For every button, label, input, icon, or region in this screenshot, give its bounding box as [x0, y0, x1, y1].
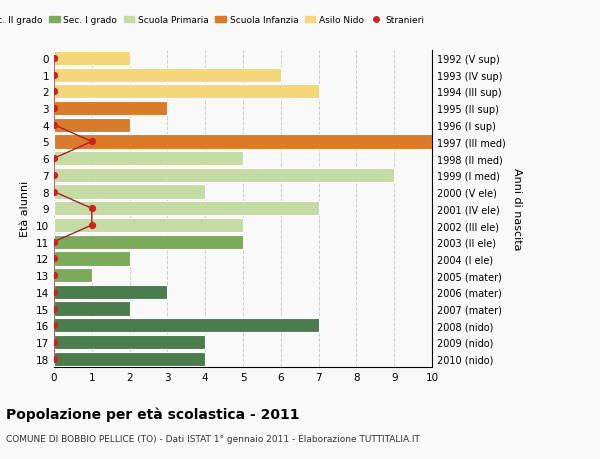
Bar	[54, 302, 130, 316]
Text: COMUNE DI BOBBIO PELLICE (TO) - Dati ISTAT 1° gennaio 2011 - Elaborazione TUTTIT: COMUNE DI BOBBIO PELLICE (TO) - Dati IST…	[6, 434, 420, 443]
Point	[87, 205, 97, 213]
Point	[49, 172, 59, 179]
Point	[49, 322, 59, 329]
Point	[49, 189, 59, 196]
Bar	[54, 85, 319, 99]
Point	[49, 89, 59, 96]
Legend: Sec. II grado, Sec. I grado, Scuola Primaria, Scuola Infanzia, Asilo Nido, Stran: Sec. II grado, Sec. I grado, Scuola Prim…	[0, 12, 427, 28]
Point	[49, 272, 59, 279]
Point	[49, 355, 59, 363]
Bar	[54, 352, 205, 366]
Bar	[54, 235, 243, 249]
Bar	[54, 152, 243, 166]
Bar	[54, 52, 130, 66]
Point	[49, 239, 59, 246]
Point	[49, 122, 59, 129]
Y-axis label: Anni di nascita: Anni di nascita	[512, 168, 522, 250]
Point	[49, 339, 59, 346]
Point	[87, 139, 97, 146]
Point	[87, 222, 97, 229]
Bar	[54, 269, 92, 283]
Point	[49, 289, 59, 296]
Bar	[54, 202, 319, 216]
Bar	[54, 68, 281, 83]
Point	[49, 305, 59, 313]
Bar	[54, 118, 130, 133]
Bar	[54, 185, 205, 199]
Y-axis label: Età alunni: Età alunni	[20, 181, 31, 237]
Bar	[54, 218, 243, 233]
Bar	[54, 285, 167, 299]
Bar	[54, 319, 319, 333]
Point	[49, 55, 59, 62]
Text: Popolazione per età scolastica - 2011: Popolazione per età scolastica - 2011	[6, 406, 299, 421]
Bar	[54, 102, 167, 116]
Bar	[54, 135, 432, 149]
Bar	[54, 252, 130, 266]
Point	[49, 255, 59, 263]
Point	[49, 105, 59, 112]
Bar	[54, 168, 394, 183]
Bar	[54, 335, 205, 349]
Point	[49, 155, 59, 162]
Point	[49, 72, 59, 79]
